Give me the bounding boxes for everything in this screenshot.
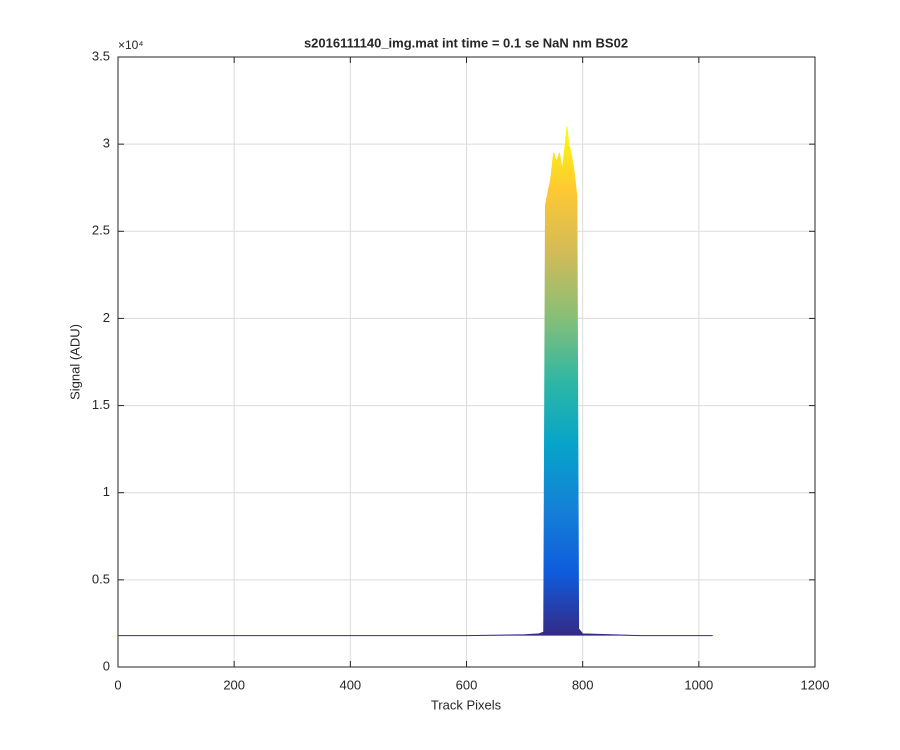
x-tick-label: 200 — [223, 677, 245, 692]
x-tick-label: 1000 — [684, 677, 713, 692]
y-tick-label: 3.5 — [92, 48, 110, 63]
x-tick-label: 1200 — [801, 677, 830, 692]
y-tick-label: 2.5 — [92, 223, 110, 238]
y-axis-label: Signal (ADU) — [67, 324, 82, 400]
y-multiplier: ×10⁴ — [118, 38, 144, 52]
x-tick-label: 600 — [456, 677, 478, 692]
x-axis-label: Track Pixels — [431, 697, 502, 712]
plot-frame — [117, 56, 816, 668]
x-tick-label: 800 — [572, 677, 594, 692]
signal-trace — [118, 126, 713, 637]
y-tick-label: 1.5 — [92, 397, 110, 412]
x-tick-label: 400 — [339, 677, 361, 692]
y-tick-label: 0 — [103, 658, 110, 673]
x-tick-label: 0 — [114, 677, 121, 692]
y-tick-label: 2 — [103, 310, 110, 325]
y-tick-label: 0.5 — [92, 571, 110, 586]
y-tick-label: 1 — [103, 484, 110, 499]
y-tick-label: 3 — [103, 136, 110, 151]
chart-title: s2016111140_img.mat int time = 0.1 se Na… — [304, 35, 628, 50]
